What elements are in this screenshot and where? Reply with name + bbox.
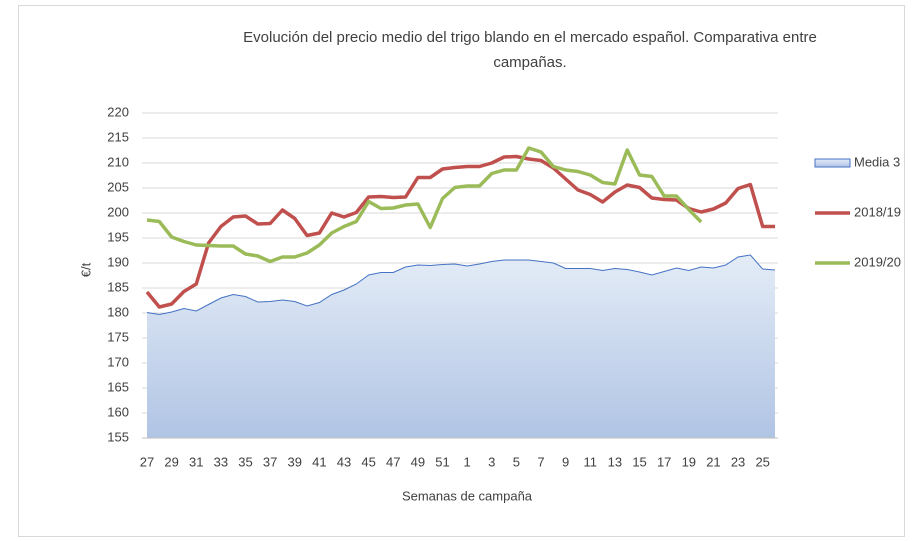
- x-tick-label: 37: [263, 454, 277, 469]
- area-line: [146, 254, 776, 316]
- y-tick-label: 205: [107, 179, 129, 194]
- x-tick-label: 47: [386, 454, 400, 469]
- legend-label: 2019/20: [854, 254, 901, 269]
- y-tick-label: 170: [107, 354, 129, 369]
- x-tick-label: 3: [488, 454, 495, 469]
- y-tick-label: 210: [107, 154, 129, 169]
- y-tick-label: 160: [107, 404, 129, 419]
- x-tick-label: 29: [164, 454, 178, 469]
- y-tick-label: 190: [107, 254, 129, 269]
- x-tick-label: 39: [288, 454, 302, 469]
- x-tick-label: 9: [562, 454, 569, 469]
- x-tick-label: 35: [238, 454, 252, 469]
- y-tick-label: 220: [107, 104, 129, 119]
- x-tick-label: 1: [464, 454, 471, 469]
- x-tick-label: 13: [608, 454, 622, 469]
- chart-title: Evolución del precio medio del trigo bla…: [243, 29, 817, 71]
- x-tick-label: 5: [513, 454, 520, 469]
- x-tick-label: 31: [189, 454, 203, 469]
- y-tick-label: 200: [107, 204, 129, 219]
- y-tick-label: 215: [107, 129, 129, 144]
- legend-label: Media 3: [854, 154, 900, 169]
- y-axis-label: €/t: [78, 262, 93, 277]
- legend-label: 2018/19: [854, 204, 901, 219]
- x-tick-label: 19: [682, 454, 696, 469]
- x-tick-label: 27: [140, 454, 154, 469]
- x-tick-label: 45: [361, 454, 375, 469]
- y-tick-label: 195: [107, 229, 129, 244]
- x-tick-label: 49: [411, 454, 425, 469]
- x-tick-label: 17: [657, 454, 671, 469]
- x-tick-label: 7: [537, 454, 544, 469]
- line: [146, 146, 703, 264]
- x-tick-label: 25: [755, 454, 769, 469]
- x-tick-label: 11: [584, 454, 598, 469]
- y-tick-label: 175: [107, 329, 129, 344]
- x-axis-label: Semanas de campaña: [402, 488, 533, 503]
- legend-swatch: [814, 158, 851, 168]
- title-line: Evolución del precio medio del trigo bla…: [243, 29, 817, 46]
- x-tick-label: 23: [731, 454, 745, 469]
- line: [145, 154, 775, 309]
- y-tick-label: 165: [107, 379, 129, 394]
- y-tick-label: 180: [107, 304, 129, 319]
- x-tick-label: 41: [312, 454, 326, 469]
- y-tick-label: 185: [107, 279, 129, 294]
- x-tick-label: 43: [337, 454, 351, 469]
- x-tick-label: 21: [706, 454, 720, 469]
- title-line: campañas.: [493, 54, 566, 71]
- area: [147, 255, 775, 438]
- x-tick-label: 51: [435, 454, 449, 469]
- y-tick-label: 155: [107, 429, 129, 444]
- x-tick-label: 15: [632, 454, 646, 469]
- x-tick-label: 33: [214, 454, 228, 469]
